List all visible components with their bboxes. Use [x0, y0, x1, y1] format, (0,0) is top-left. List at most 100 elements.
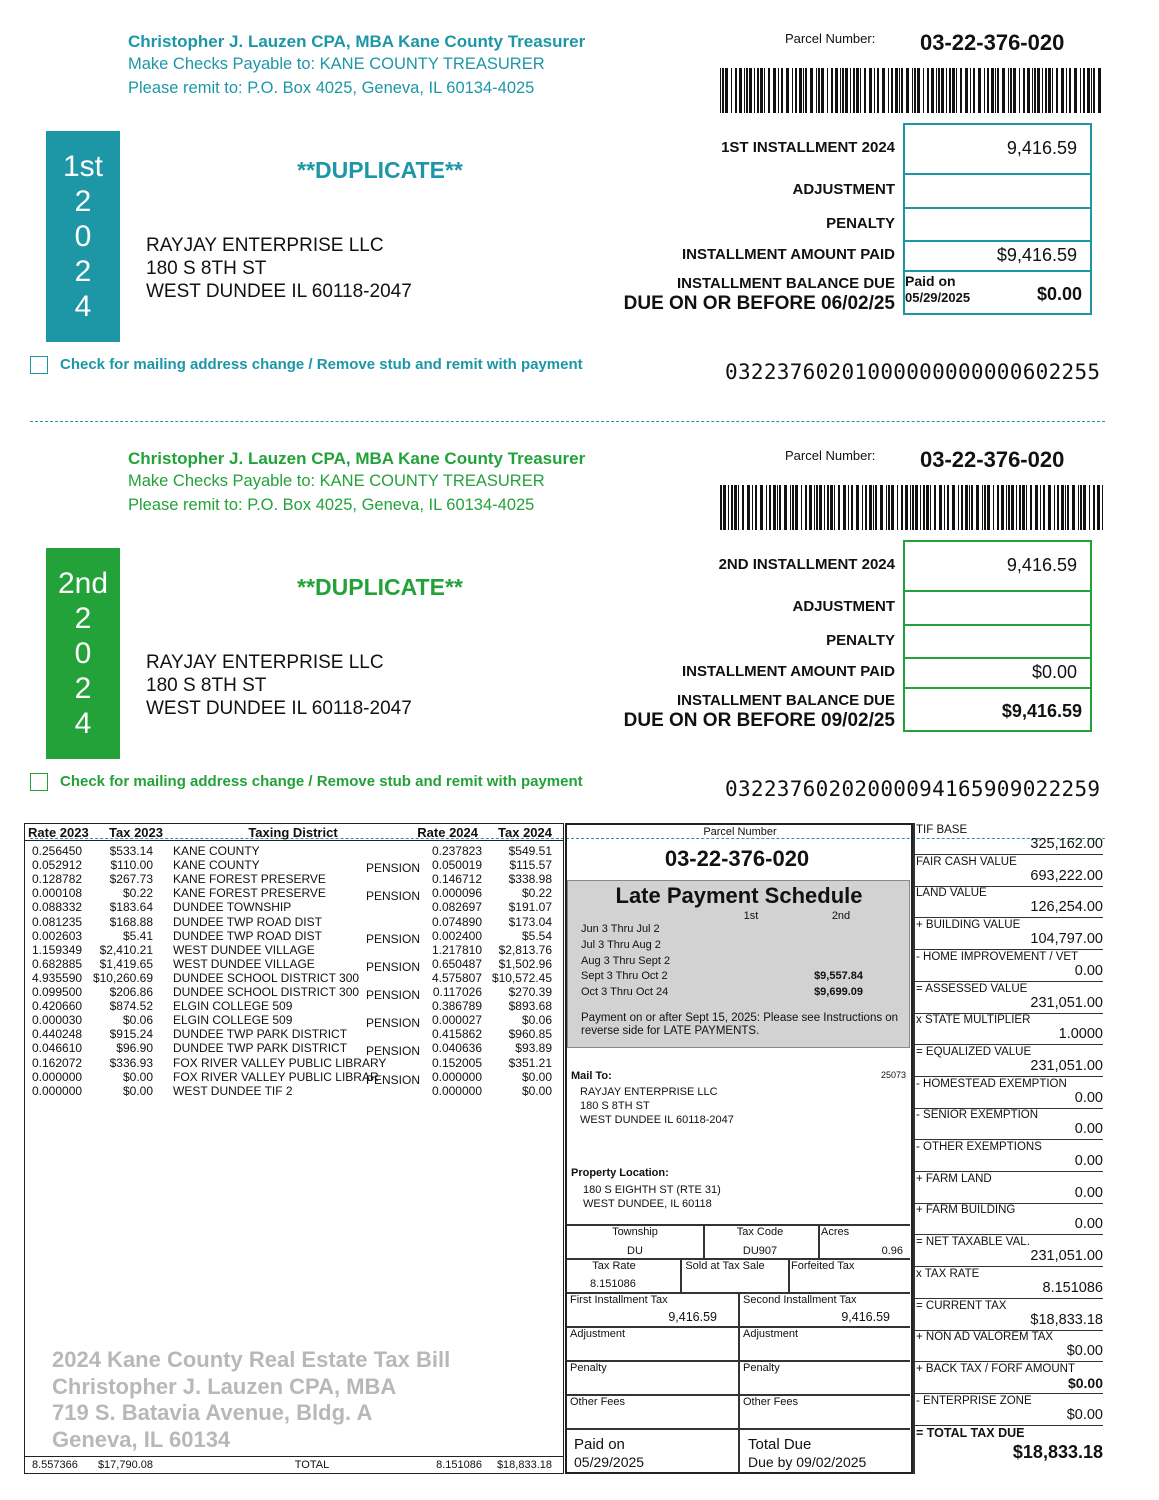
address-change-checkbox[interactable] [30, 773, 48, 791]
district-cell: 0.000096 [431, 886, 482, 901]
barcode-bar [835, 68, 838, 113]
treasurer: Christopher J. Lauzen CPA, MBA Kane Coun… [128, 32, 586, 51]
valuation-value: $0.00 [1066, 1343, 1103, 1360]
district-cell: 0.040636 [431, 1041, 482, 1056]
barcode-bar [926, 485, 929, 530]
grid-value: DU [627, 1245, 643, 1257]
barcode-bar [827, 485, 829, 530]
district-cell: 0.128782 [32, 872, 83, 887]
barcode-bar [997, 68, 999, 113]
barcode-bar [915, 485, 918, 530]
mailing-note: Check for mailing address change / Remov… [60, 356, 583, 373]
district-cell: 0.002400 [431, 928, 482, 943]
pension-flag: PENSION [366, 861, 421, 876]
barcode-bar [810, 68, 813, 113]
grid-label: Acres [821, 1226, 850, 1238]
district-cell: $0.00 [122, 1069, 153, 1084]
barcode-bar [805, 485, 807, 530]
barcode-bar [865, 485, 867, 530]
grid-line [788, 1258, 790, 1292]
barcode-bar [944, 485, 945, 530]
district-cell: $0.00 [521, 1083, 552, 1098]
barcode-bar [877, 68, 879, 113]
barcode-bar [803, 68, 804, 113]
barcode-bar [1019, 485, 1021, 530]
late-column: 2nd [831, 910, 851, 922]
barcode-bar [1066, 68, 1067, 113]
barcode-bar [1078, 485, 1079, 530]
line-label: ADJUSTMENT [792, 598, 895, 615]
grid-label: Penalty [743, 1362, 780, 1374]
grid-label: Adjustment [743, 1328, 799, 1340]
valuation-label: LAND VALUE [916, 887, 987, 900]
barcode-bar [910, 485, 911, 530]
late-column: 1st [743, 910, 759, 922]
district-cell: 0.682885 [32, 956, 83, 971]
grid-value: 9,416.59 [668, 1310, 717, 1324]
mailing-note: Check for mailing address change / Remov… [60, 773, 583, 790]
grid-label: Tax Code [736, 1226, 784, 1238]
district-cell: KANE FOREST PRESERVE [173, 886, 326, 901]
paid-note: Paid on [905, 273, 956, 289]
district-cell: 0.000030 [32, 1013, 83, 1028]
address-change-checkbox[interactable] [30, 356, 48, 374]
barcode-bar [946, 68, 947, 113]
barcode-bar [882, 68, 885, 113]
district-cell: $2,410.21 [99, 942, 153, 957]
grid-line [913, 1297, 1103, 1299]
duplicate-mark: **DUPLICATE** [297, 157, 463, 183]
barcode-bar [899, 68, 900, 113]
pension-flag: PENSION [366, 1044, 421, 1059]
parcel-label: Parcel Number: [785, 448, 876, 463]
valuation-label: = NET TAXABLE VAL. [916, 1236, 1030, 1249]
barcode-bar [991, 68, 994, 113]
barcode-bar [923, 68, 924, 113]
barcode-bar [1006, 485, 1007, 530]
pension-flag: PENSION [366, 889, 421, 904]
barcode-bar [956, 68, 957, 113]
barcode-bar [754, 68, 755, 113]
district-cell: 0.052912 [32, 858, 83, 873]
district-cell: 4.575807 [431, 970, 482, 985]
grid-label: Other Fees [743, 1396, 799, 1408]
grid-label: Tax Rate [592, 1260, 636, 1272]
valuation-value: 0.00 [1074, 1216, 1103, 1233]
grid-label: First Installment Tax [570, 1294, 668, 1306]
barcode-bar [773, 485, 776, 530]
barcode-bar [970, 68, 971, 113]
barcode-bar [973, 68, 975, 113]
line-value: 9,416.59 [1006, 138, 1077, 158]
late-period: Jun 3 Thru Jul 2 [581, 923, 660, 935]
valuation-value: 0.00 [1074, 1184, 1103, 1201]
barcode-bar [1022, 485, 1025, 530]
district-cell: 0.117026 [432, 985, 482, 999]
mail-to: 180 S 8TH ST [580, 1100, 650, 1112]
barcode-bar [873, 485, 874, 530]
barcode-bar [827, 68, 828, 113]
barcode-bar [768, 68, 770, 113]
district-cell: $115.57 [509, 858, 553, 873]
barcode-bar [728, 485, 729, 530]
barcode-bar [1001, 485, 1004, 530]
total-cell: $18,833.18 [496, 1459, 552, 1471]
pension-flag: PENSION [366, 1016, 421, 1031]
scanline: 03223760201000000000000602255 [725, 360, 1101, 384]
valuation-value: $0.00 [1066, 1406, 1103, 1423]
barcode-bar [720, 485, 722, 530]
barcode-bar [848, 485, 849, 530]
district-cell: KANE COUNTY [173, 858, 260, 873]
barcode-bar [799, 68, 802, 113]
band-text: 4 [74, 707, 92, 740]
barcode-bar [850, 68, 851, 113]
grid-label: Sold at Tax Sale [685, 1260, 765, 1272]
balance-label: INSTALLMENT BALANCE DUE [676, 692, 895, 709]
district-cell: 0.386789 [431, 999, 482, 1014]
barcode-bar [1043, 485, 1045, 530]
barcode-bar [786, 68, 789, 113]
barcode-bar [720, 68, 721, 113]
district-cell: 0.074890 [431, 914, 482, 929]
grid-line [913, 1234, 1103, 1236]
payable-to: Make Checks Payable to: KANE COUNTY TREA… [128, 55, 545, 73]
paid-on: 05/29/2025 [574, 1454, 645, 1470]
paid-date: 05/29/2025 [905, 290, 971, 305]
